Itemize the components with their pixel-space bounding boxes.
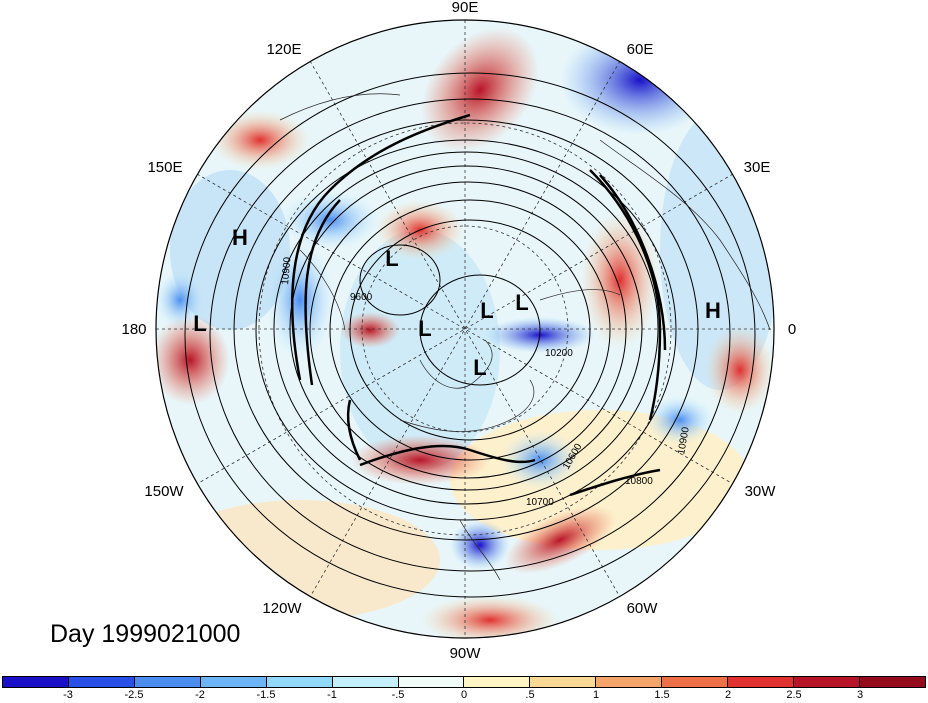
lon-label-60w: 60W (627, 600, 659, 617)
colorbar-swatch (332, 677, 399, 687)
date-label: Day 1999021000 (50, 620, 241, 648)
high-center: H (705, 298, 721, 323)
colorbar-tick-label: -2.5 (124, 689, 144, 701)
low-center: L (385, 246, 398, 271)
contour-label: 10700 (526, 497, 554, 508)
colorbar-swatch (266, 677, 333, 687)
contour-label: 10800 (625, 476, 653, 487)
colorbar-swatch (200, 677, 267, 687)
colorbar-tick-label: -1.5 (256, 689, 276, 701)
colorbar-swatch (859, 677, 925, 687)
contour-label: 10900 (280, 256, 293, 285)
low-center: L (193, 311, 206, 336)
contour-label: 9600 (350, 292, 373, 303)
colorbar-tick-label: -.5 (391, 689, 405, 701)
lon-label-180: 180 (121, 321, 146, 338)
high-center: H (232, 225, 248, 250)
map-border (155, 19, 775, 639)
contour-label: 10200 (545, 348, 573, 359)
colorbar-tick-label: 3 (856, 689, 864, 701)
colorbar-tick-label: .5 (525, 689, 535, 701)
lon-label-150w: 150W (144, 483, 184, 500)
colorbar-tick-label: -1 (327, 689, 337, 701)
lon-label-90w: 90W (450, 645, 482, 662)
colorbar-tick-label: 2.5 (786, 689, 802, 701)
contour-label: 10900 (676, 426, 692, 456)
colorbar-swatch (134, 677, 201, 687)
longitude-labels: 90E 120E 60E 150E 30E 180 0 150W 30W 120… (121, 0, 796, 662)
colorbar-swatch (662, 677, 729, 687)
colorbar-tick-label: 1 (592, 689, 600, 701)
colorbar-tick-label: 2 (724, 689, 732, 701)
lon-label-30e: 30E (744, 159, 771, 176)
lon-label-90e: 90E (452, 0, 479, 16)
colorbar-tick-label: 1.5 (654, 689, 670, 701)
lon-label-120e: 120E (266, 41, 301, 58)
jet-contours (290, 113, 667, 497)
height-contours (184, 72, 756, 598)
low-center: L (480, 298, 493, 323)
colorbar-swatch (68, 677, 135, 687)
colorbar-swatch (596, 677, 663, 687)
lon-label-0: 0 (788, 321, 796, 338)
lon-label-120w: 120W (262, 600, 302, 617)
low-center: L (418, 316, 431, 341)
colorbar-swatch (398, 677, 465, 687)
low-center: L (473, 355, 486, 380)
colorbar-tick-label: 0 (460, 689, 468, 701)
low-center: L (515, 290, 528, 315)
colorbar-tick-label: -2 (195, 689, 205, 701)
colorbar (2, 676, 926, 688)
colorbar-tick-label: -3 (63, 689, 73, 701)
pressure-centers: H L L L L L L H (193, 225, 721, 380)
lon-label-60e: 60E (627, 41, 654, 58)
colorbar-swatch (530, 677, 597, 687)
lon-label-150e: 150E (147, 159, 182, 176)
graticule (156, 20, 774, 638)
colorbar-swatch (3, 677, 69, 687)
colorbar-swatch (794, 677, 860, 687)
colorbar-ticks: -3 -2.5 -2 -1.5 -1 -.5 0 .5 1 1.5 2 2.5 3 (0, 689, 928, 703)
coastlines (279, 93, 771, 581)
colorbar-swatch (464, 677, 531, 687)
lon-label-30w: 30W (745, 483, 777, 500)
colorbar-swatch (728, 677, 795, 687)
